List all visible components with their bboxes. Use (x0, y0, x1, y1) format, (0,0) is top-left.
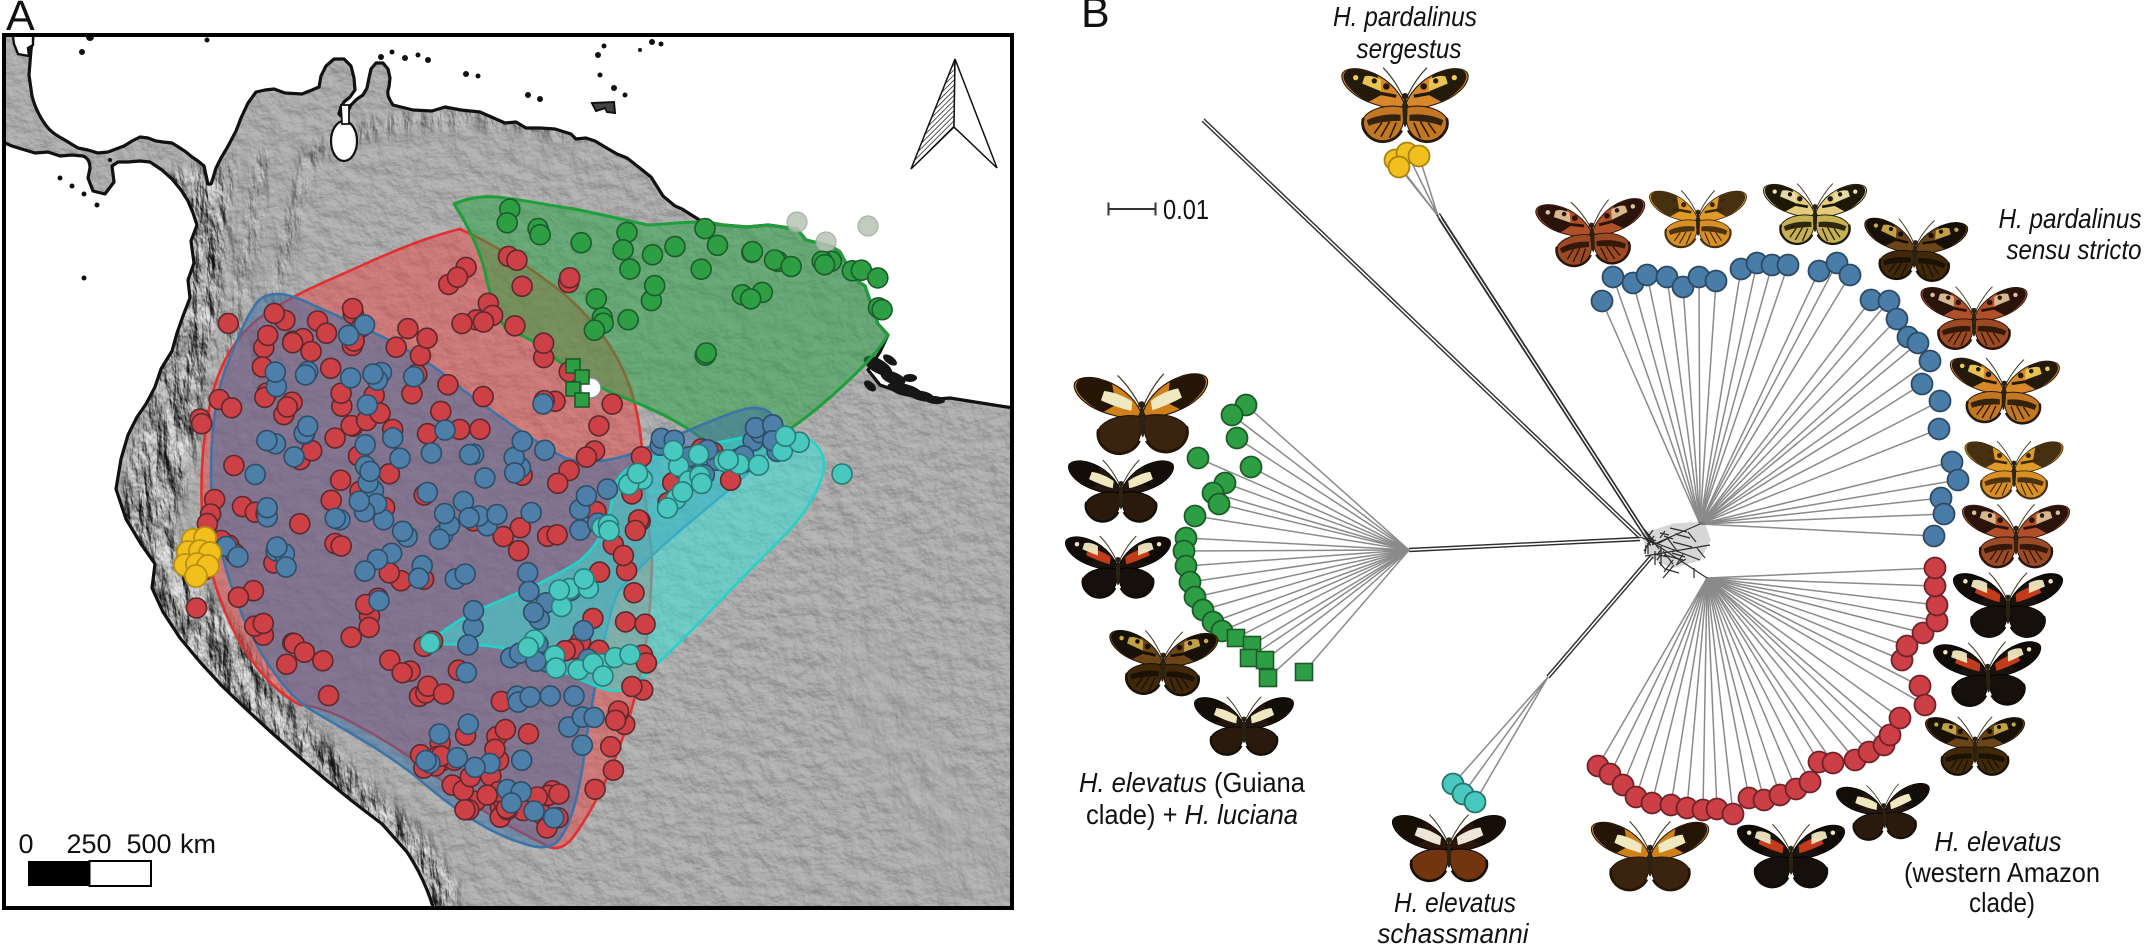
svg-text:H. elevatus: H. elevatus (1394, 887, 1516, 918)
svg-text:A: A (6, 0, 35, 40)
svg-text:H. pardalinus: H. pardalinus (1333, 1, 1477, 32)
svg-text:sergestus: sergestus (1357, 33, 1462, 64)
svg-text:0.01: 0.01 (1163, 194, 1209, 225)
svg-text:sensu stricto: sensu stricto (2007, 234, 2142, 265)
svg-text:H. elevatus: H. elevatus (1935, 826, 2062, 857)
svg-text:B: B (1081, 0, 1110, 37)
svg-text:250: 250 (66, 829, 111, 859)
svg-text:H. pardalinus: H. pardalinus (1999, 203, 2142, 234)
svg-text:500: 500 (126, 829, 171, 859)
svg-text:H. elevatus (Guiana: H. elevatus (Guiana (1079, 767, 1305, 798)
svg-text:0: 0 (18, 829, 33, 859)
svg-text:clade): clade) (1969, 887, 2035, 918)
svg-text:(western Amazon: (western Amazon (1904, 857, 2100, 888)
svg-text:clade) + H. luciana: clade) + H. luciana (1086, 799, 1298, 830)
svg-text:schassmanni: schassmanni (1378, 918, 1530, 944)
svg-text:km: km (180, 829, 216, 859)
